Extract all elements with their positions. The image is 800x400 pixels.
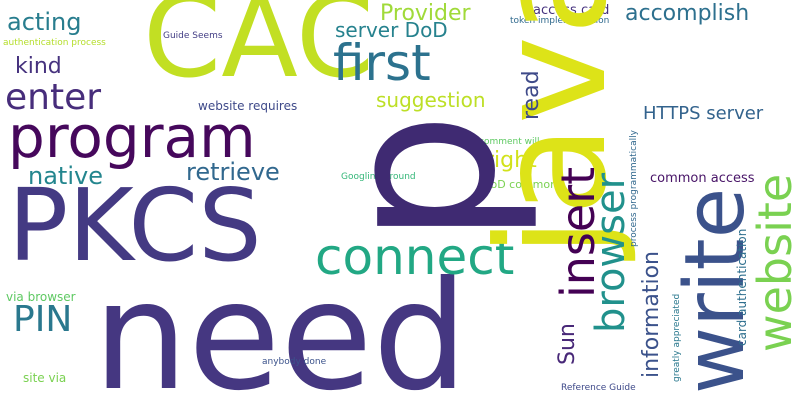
word-connect: connect bbox=[315, 228, 515, 286]
word-authentication-process: authentication process bbox=[3, 38, 106, 48]
word-website-requires: website requires bbox=[198, 99, 298, 113]
word-need: need bbox=[93, 250, 468, 400]
word-first: first bbox=[333, 34, 431, 92]
word-common-access: common access bbox=[650, 171, 755, 186]
word-pkcs: PKCS bbox=[8, 167, 262, 284]
word-retrieve: retrieve bbox=[186, 158, 280, 186]
word-website: website bbox=[748, 173, 800, 352]
word-comment-will: comment will bbox=[479, 137, 540, 147]
word-right: right bbox=[485, 148, 537, 173]
word-cac: CAC bbox=[143, 0, 375, 103]
word-process-programmatically: process programmatically bbox=[629, 130, 639, 247]
word-read: read bbox=[519, 70, 544, 120]
word-information: information bbox=[639, 251, 664, 378]
word-greatly-appreciated: greatly appreciated bbox=[672, 293, 682, 382]
word-accomplish: accomplish bbox=[625, 1, 750, 26]
word-dod-common: DoD common bbox=[482, 178, 558, 191]
word-https-server: HTTPS server bbox=[643, 103, 764, 124]
word-server-dod: server DoD bbox=[335, 18, 448, 42]
word-card-authentication: card authentication bbox=[735, 228, 749, 346]
word-guide-seems: Guide Seems bbox=[163, 31, 223, 41]
word-provider: Provider bbox=[380, 1, 471, 26]
word-access-card: access card bbox=[533, 3, 610, 18]
word-token-implementation: token implementation bbox=[510, 16, 610, 26]
word-acting: acting bbox=[7, 8, 82, 36]
word-native: native bbox=[28, 162, 103, 190]
word-via-browser: via browser bbox=[6, 290, 76, 304]
word-sun: Sun bbox=[555, 323, 580, 365]
word-anybody-done: anybody done bbox=[262, 357, 327, 367]
word-kind: kind bbox=[15, 54, 62, 79]
word-site-via: site via bbox=[23, 371, 67, 385]
word-program: program bbox=[8, 103, 256, 171]
word-browser: browser bbox=[588, 172, 634, 333]
word-googling-around: Googling around bbox=[341, 172, 416, 182]
word-reference-guide: Reference Guide bbox=[561, 383, 636, 393]
word-pin: PIN bbox=[13, 299, 73, 340]
word-suggestion: suggestion bbox=[376, 88, 486, 112]
word-enter: enter bbox=[5, 77, 102, 118]
